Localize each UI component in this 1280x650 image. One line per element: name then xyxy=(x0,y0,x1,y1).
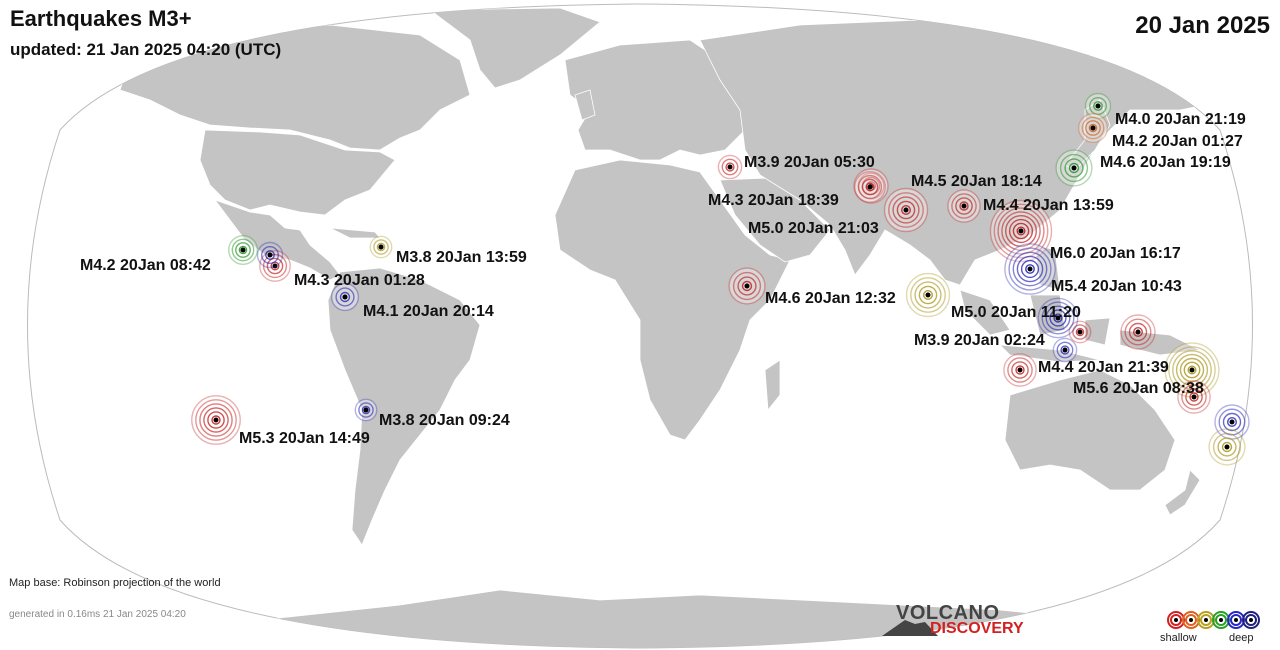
land-caribbean xyxy=(329,227,381,239)
quake-label[interactable]: M4.3 20Jan 01:28 xyxy=(294,272,425,289)
quake-label[interactable]: M4.6 20Jan 19:19 xyxy=(1100,154,1231,171)
quake-marker[interactable] xyxy=(1055,149,1093,187)
quake-marker[interactable] xyxy=(1003,353,1037,387)
quake-marker[interactable] xyxy=(369,235,393,259)
quake-label[interactable]: M4.3 20Jan 18:39 xyxy=(708,192,839,209)
land-new-zealand xyxy=(1164,469,1201,516)
quake-marker[interactable] xyxy=(717,154,743,180)
volcano-logo-icon xyxy=(882,620,938,636)
legend-depth-ring xyxy=(1230,614,1242,626)
generated-note: generated in 0.16ms 21 Jan 2025 04:20 xyxy=(9,609,186,620)
legend-shallow-label: shallow xyxy=(1160,632,1197,644)
quake-label[interactable]: M5.6 20Jan 08:38 xyxy=(1073,380,1204,397)
volcano-discovery-logo[interactable]: VOLCANO DISCOVERY xyxy=(880,602,1040,640)
land-north-america-north xyxy=(119,24,471,151)
quake-label[interactable]: M4.5 20Jan 18:14 xyxy=(911,173,1042,190)
quake-marker[interactable] xyxy=(989,199,1053,263)
quake-label[interactable]: M4.2 20Jan 08:42 xyxy=(80,257,211,274)
quake-marker-unlabeled[interactable] xyxy=(1120,314,1156,350)
quake-label[interactable]: M3.9 20Jan 05:30 xyxy=(744,154,875,171)
quake-marker[interactable] xyxy=(905,272,951,318)
quake-marker[interactable] xyxy=(227,234,258,265)
quake-marker-unlabeled[interactable] xyxy=(1068,320,1092,344)
land-uk xyxy=(574,89,596,121)
land-australia xyxy=(1004,369,1176,491)
legend-deep-label: deep xyxy=(1229,632,1254,644)
legend-depth-ring xyxy=(1185,614,1197,626)
logo-line-1: VOLCANO xyxy=(896,602,1000,624)
quake-marker[interactable] xyxy=(354,398,378,422)
legend-depth-ring xyxy=(1242,611,1260,629)
page-title: Earthquakes M3+ xyxy=(10,6,192,31)
quake-marker[interactable] xyxy=(1052,337,1078,363)
quake-label[interactable]: M6.0 20Jan 16:17 xyxy=(1050,245,1181,262)
quake-marker[interactable] xyxy=(191,395,241,445)
quake-marker[interactable] xyxy=(1004,243,1056,295)
land-madagascar xyxy=(764,359,781,412)
quake-label[interactable]: M5.0 20Jan 11:20 xyxy=(951,304,1081,321)
quake-marker[interactable] xyxy=(854,171,886,203)
quake-marker[interactable] xyxy=(259,250,291,282)
updated-timestamp: updated: 21 Jan 2025 04:20 (UTC) xyxy=(10,40,282,59)
quake-label[interactable]: M5.4 20Jan 10:43 xyxy=(1051,278,1182,295)
quake-label[interactable]: M4.1 20Jan 20:14 xyxy=(363,303,494,320)
quake-marker[interactable] xyxy=(883,187,929,233)
quake-label[interactable]: M5.0 20Jan 21:03 xyxy=(748,220,879,237)
depth-legend xyxy=(1167,611,1260,629)
legend-depth-ring xyxy=(1245,614,1257,626)
quake-marker-unlabeled[interactable] xyxy=(1214,404,1250,440)
quake-label[interactable]: M5.3 20Jan 14:49 xyxy=(239,430,370,447)
land-south-america xyxy=(327,267,481,546)
quake-marker-unlabeled[interactable] xyxy=(1037,297,1079,339)
quake-label[interactable]: M4.6 20Jan 12:32 xyxy=(765,290,896,307)
legend-depth-ring xyxy=(1170,614,1182,626)
land-greenland xyxy=(428,7,601,89)
quake-label[interactable]: M4.4 20Jan 21:39 xyxy=(1038,359,1169,376)
legend-depth-ring xyxy=(1215,614,1227,626)
quake-marker-unlabeled[interactable] xyxy=(1208,428,1246,466)
logo-line-2: DISCOVERY xyxy=(930,620,1024,637)
quake-label[interactable]: M3.9 20Jan 02:24 xyxy=(914,332,1045,349)
quake-label[interactable]: M4.4 20Jan 13:59 xyxy=(983,197,1114,214)
quake-label[interactable]: M3.8 20Jan 09:24 xyxy=(379,412,510,429)
quake-label[interactable]: M4.0 20Jan 21:19 xyxy=(1115,111,1246,128)
quake-label[interactable]: M3.8 20Jan 13:59 xyxy=(396,249,527,266)
legend-depth-ring xyxy=(1200,614,1212,626)
land-africa xyxy=(554,159,791,441)
quake-label[interactable]: M4.2 20Jan 01:27 xyxy=(1112,133,1243,150)
quake-marker[interactable] xyxy=(1077,112,1108,143)
quake-marker-unlabeled[interactable] xyxy=(1177,380,1211,414)
map-date: 20 Jan 2025 xyxy=(1135,12,1270,39)
quake-marker[interactable] xyxy=(947,189,981,223)
quake-marker[interactable] xyxy=(330,282,360,312)
quake-marker[interactable] xyxy=(728,267,766,305)
land-usa xyxy=(199,129,396,216)
quake-marker-unlabeled[interactable] xyxy=(256,241,284,269)
map-base-note: Map base: Robinson projection of the wor… xyxy=(9,577,221,589)
